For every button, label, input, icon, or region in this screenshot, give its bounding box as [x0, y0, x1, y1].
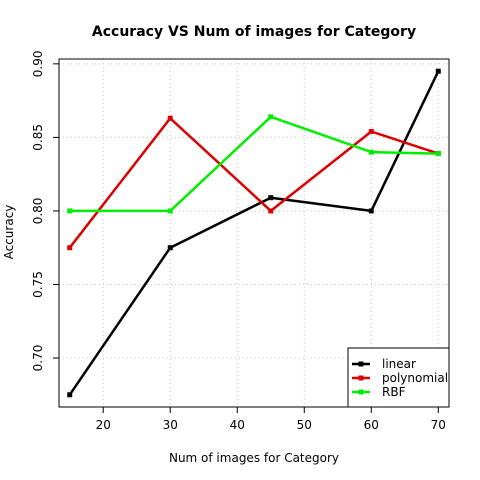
data-point-linear: [368, 208, 374, 214]
x-tick-label: 70: [431, 418, 446, 432]
data-point-linear: [67, 392, 73, 398]
data-series: [67, 68, 441, 398]
data-point-rbf: [268, 114, 274, 120]
data-point-rbf: [435, 151, 441, 157]
data-point-polynomial: [167, 115, 173, 121]
y-axis-label: Accuracy: [2, 205, 16, 260]
legend-box: [347, 347, 450, 408]
y-tick-label: 0.80: [31, 198, 45, 225]
legend-marker: [358, 389, 364, 395]
data-point-polynomial: [67, 245, 73, 251]
data-point-polynomial: [368, 129, 374, 135]
x-tick-label: 50: [297, 418, 312, 432]
data-point-linear: [167, 245, 173, 251]
plot-frame: [58, 58, 450, 408]
data-point-rbf: [67, 208, 73, 214]
legend-marker: [358, 375, 364, 381]
y-tick-label: 0.70: [31, 345, 45, 372]
data-point-rbf: [167, 208, 173, 214]
y-tick-label: 0.90: [31, 50, 45, 77]
legend-label: polynomial: [382, 371, 448, 385]
x-tick-label: 60: [364, 418, 379, 432]
x-axis-label: Num of images for Category: [169, 451, 339, 465]
data-point-linear: [268, 195, 274, 201]
legend-marker: [358, 361, 364, 367]
y-tick-label: 0.75: [31, 271, 45, 298]
data-point-rbf: [368, 149, 374, 155]
data-point-polynomial: [268, 208, 274, 214]
data-point-linear: [435, 68, 441, 74]
axis-ticks: 20 30 40 50 60 70 0.70 0.75 0.80 0.85 0.90: [31, 50, 446, 432]
chart-title: Accuracy VS Num of images for Category: [92, 24, 416, 40]
x-tick-label: 40: [230, 418, 245, 432]
y-tick-label: 0.85: [31, 124, 45, 151]
legend-label: RBF: [382, 385, 406, 399]
x-tick-label: 30: [163, 418, 178, 432]
x-tick-label: 20: [96, 418, 111, 432]
legend-label: linear: [382, 357, 416, 371]
